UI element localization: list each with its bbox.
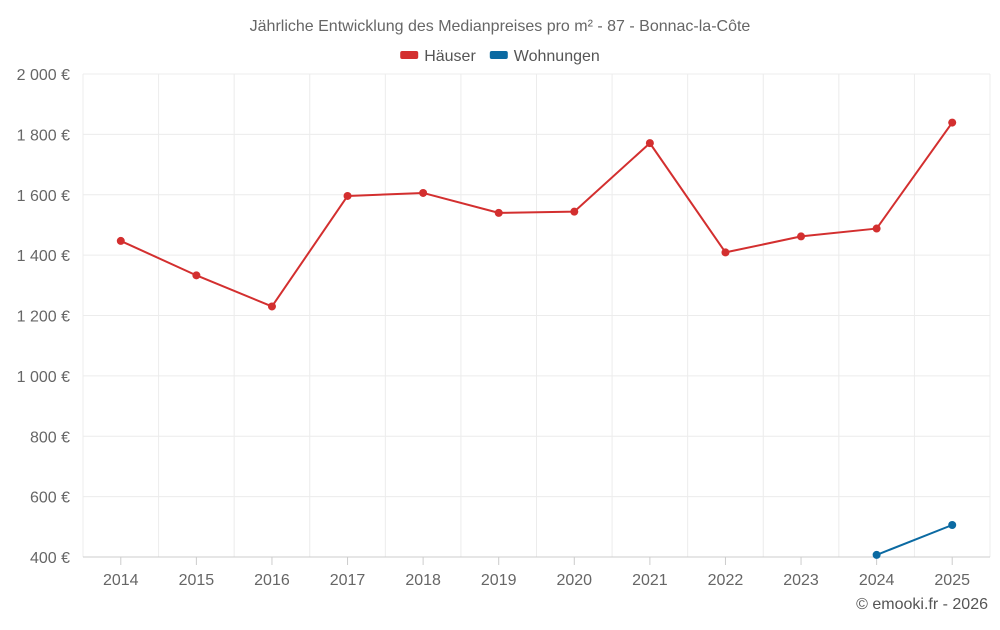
data-point[interactable] [570,207,579,216]
legend-swatch [400,51,419,59]
data-point[interactable] [721,248,730,257]
grid-layer [82,73,991,557]
y-tick-label: 1 600 € [17,188,70,205]
x-tick-label: 2025 [934,572,970,589]
data-point[interactable] [797,232,806,241]
y-tick-label: 1 800 € [17,127,70,144]
y-tick-label: 1 400 € [17,248,70,265]
x-tick-label: 2017 [330,572,366,589]
x-tick-label: 2024 [859,572,895,589]
y-tick-label: 800 € [30,429,70,446]
data-point[interactable] [267,302,276,311]
legend: Häuser Wohnungen [400,48,600,65]
x-tick-label: 2018 [405,572,441,589]
series-line [120,122,954,308]
data-point[interactable] [116,236,125,245]
x-tick-label: 2020 [556,572,592,589]
x-tick-label: 2019 [481,572,517,589]
series-line [876,524,953,556]
data-point[interactable] [494,208,503,217]
y-tick-label: 400 € [30,550,70,567]
data-point[interactable] [948,118,957,127]
y-tick-label: 2 000 € [17,67,70,84]
legend-label: Häuser [424,48,476,65]
x-tick-label: 2016 [254,572,290,589]
credit-text: © emooki.fr - 2026 [856,596,988,613]
data-point[interactable] [872,224,881,233]
data-point[interactable] [192,271,201,280]
y-tick-label: 1 200 € [17,309,70,326]
legend-label: Wohnungen [514,48,600,65]
legend-item-1[interactable]: Wohnungen [489,48,600,65]
axis-layer: 400 € 600 € 800 € 1 000 € 1 200 € 1 400 € 1 60… [17,67,990,589]
x-tick-label: 2021 [632,572,668,589]
data-point[interactable] [343,191,352,200]
x-tick-label: 2015 [179,572,215,589]
legend-item-0[interactable]: Häuser [400,48,476,65]
chart-title: Jährliche Entwicklung des Medianpreises … [250,18,751,35]
y-tick-label: 1 000 € [17,369,70,386]
series-0 [116,118,957,311]
data-point[interactable] [872,550,881,559]
series-layer [116,118,957,559]
data-point[interactable] [948,521,957,530]
x-tick-label: 2023 [783,572,819,589]
series-1 [872,521,957,559]
x-tick-label: 2022 [708,572,744,589]
y-tick-label: 600 € [30,490,70,507]
data-point[interactable] [645,139,654,148]
x-tick-label: 2014 [103,572,139,589]
legend-swatch [489,51,508,59]
data-point[interactable] [419,188,428,197]
